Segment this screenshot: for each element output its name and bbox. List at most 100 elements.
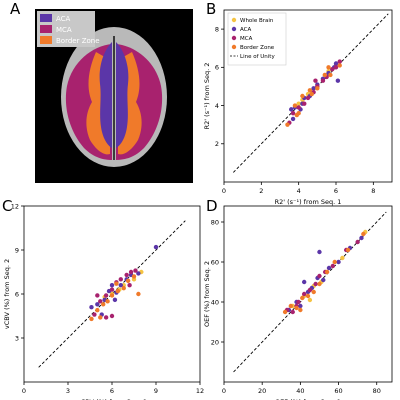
aca-territory-left [99, 42, 112, 148]
y-axis-label-c: vCBV (%) from Seq. 2 [3, 259, 11, 329]
data-point-c-mca [133, 268, 138, 273]
data-point-d-aca [301, 279, 307, 285]
legend-marker-border [231, 44, 237, 50]
data-point-b-mca [337, 59, 342, 64]
data-point-c-border [109, 293, 115, 298]
data-point-d-border [288, 303, 294, 309]
scatter-panel-oef: 0 20 40 60 80 20 40 60 80 OEF (%) from Seq. 1 OEF … [203, 205, 393, 400]
y-tick-label-d: 60 [211, 258, 219, 266]
data-point-b-whole_brain [296, 101, 301, 106]
scatter-panel-r2prime: 0 2 4 6 8 2 4 6 8 R2' (s⁻¹) from Seq. 1 R2' (s⁻¹) … [203, 9, 393, 206]
data-point-b-border [328, 72, 333, 78]
data-point-d-border [298, 307, 303, 313]
data-point-b-border [300, 93, 305, 99]
data-point-c-aca [95, 302, 100, 307]
data-point-d-border [294, 305, 299, 311]
data-point-c-mca [95, 293, 100, 298]
brain-legend-label-aca: ACA [56, 15, 71, 23]
y-tick-label-d: 20 [211, 338, 219, 346]
x-tick-label-c: 3 [66, 387, 70, 395]
legend-marker-aca [231, 26, 237, 32]
y-tick-label-b: 6 [215, 64, 219, 72]
y-tick-label-d: 80 [211, 218, 219, 226]
data-point-c-aca [112, 297, 118, 303]
data-point-d-border [345, 247, 351, 253]
data-point-d-mca [290, 309, 295, 315]
data-point-c-border [114, 281, 119, 286]
x-axis-label-b: R2' (s⁻¹) from Seq. 1 [275, 198, 342, 206]
y-tick-label-b: 2 [215, 140, 219, 148]
x-tick-label-b: 8 [371, 187, 375, 195]
data-point-b-mca [313, 78, 318, 83]
data-point-c-mca [103, 293, 109, 298]
data-point-b-border [309, 91, 314, 97]
x-tick-label-c: 12 [196, 387, 204, 395]
data-point-b-mca [290, 111, 296, 116]
y-tick-label-c: 3 [15, 334, 19, 342]
scatter-panel-vcbv: 0 3 6 9 12 3 6 9 12 vCBV (%) from Seq. 1 vCBV (%) … [3, 202, 204, 400]
legend-marker-whole_brain [231, 17, 237, 23]
data-point-c-mca [109, 313, 115, 319]
data-point-b-mca [302, 101, 307, 106]
data-point-b-mca [305, 95, 311, 101]
x-tick-label-b: 6 [334, 187, 338, 195]
panel-label-c: C [2, 197, 13, 215]
legend-b: Whole Brain ACA MCA Border Zone Line of Unit… [227, 12, 287, 66]
data-point-c-aca [153, 244, 159, 250]
x-tick-label-b: 2 [259, 187, 263, 195]
data-point-d-border [324, 269, 330, 275]
data-point-d-mca [330, 263, 336, 269]
x-tick-label-d: 40 [296, 387, 304, 395]
data-point-d-border [317, 281, 322, 287]
data-point-d-border [300, 295, 305, 301]
data-point-d-border [305, 293, 311, 299]
data-point-b-border [294, 112, 299, 118]
legend-label-aca: ACA [240, 27, 252, 33]
data-point-c-mca [124, 272, 129, 278]
data-point-d-aca [326, 265, 332, 271]
data-point-b-border [315, 86, 320, 91]
data-point-d-border [361, 231, 366, 237]
data-point-d-border [332, 259, 337, 265]
y-axis-label-d: OEF (%) from Seq. 2 [203, 261, 211, 327]
brain-map-panel: ACA MCA Border Zone [35, 9, 193, 183]
data-point-b-border [326, 65, 331, 70]
legend-label-whole_brain: Whole Brain [240, 18, 274, 24]
data-point-c-mca [128, 269, 134, 275]
data-point-c-border [105, 299, 110, 304]
data-point-d-mca [355, 239, 360, 245]
data-point-b-aca [335, 78, 341, 83]
data-point-d-whole_brain [340, 255, 345, 261]
x-tick-label-d: 20 [258, 387, 266, 395]
data-point-c-mca [118, 277, 124, 282]
x-tick-label-d: 0 [222, 387, 226, 395]
data-point-c-aca [89, 305, 94, 310]
x-tick-label-b: 0 [222, 187, 226, 195]
y-tick-label-b: 4 [215, 102, 219, 110]
data-point-c-aca [109, 283, 115, 288]
data-point-c-aca [136, 271, 141, 276]
y-axis-label-b: R2' (s⁻¹) from Seq. 2 [203, 63, 211, 130]
unity-line-c [38, 220, 186, 368]
x-tick-label-c: 0 [22, 387, 26, 395]
y-tick-label-b: 8 [215, 25, 219, 33]
plot-frame-d [223, 205, 393, 383]
aca-territory-right [116, 42, 129, 148]
data-point-d-mca [307, 287, 313, 293]
data-point-d-aca [298, 303, 303, 309]
data-point-b-aca [311, 86, 316, 91]
y-tick-label-c: 9 [15, 246, 19, 254]
brain-legend-swatch-border [40, 36, 52, 44]
y-tick-label-c: 12 [11, 202, 19, 210]
data-point-c-border [98, 315, 103, 320]
data-point-d-border [311, 289, 316, 295]
data-point-b-border [322, 72, 327, 78]
data-point-d-mca [313, 281, 318, 287]
panel-label-d: D [206, 197, 218, 215]
brain-map-image [61, 27, 167, 167]
legend-label-mca: MCA [240, 36, 253, 42]
data-point-b-border [307, 88, 313, 93]
panel-label-a: A [10, 0, 21, 18]
data-point-b-mca [320, 78, 326, 83]
data-point-c-border [136, 291, 141, 297]
